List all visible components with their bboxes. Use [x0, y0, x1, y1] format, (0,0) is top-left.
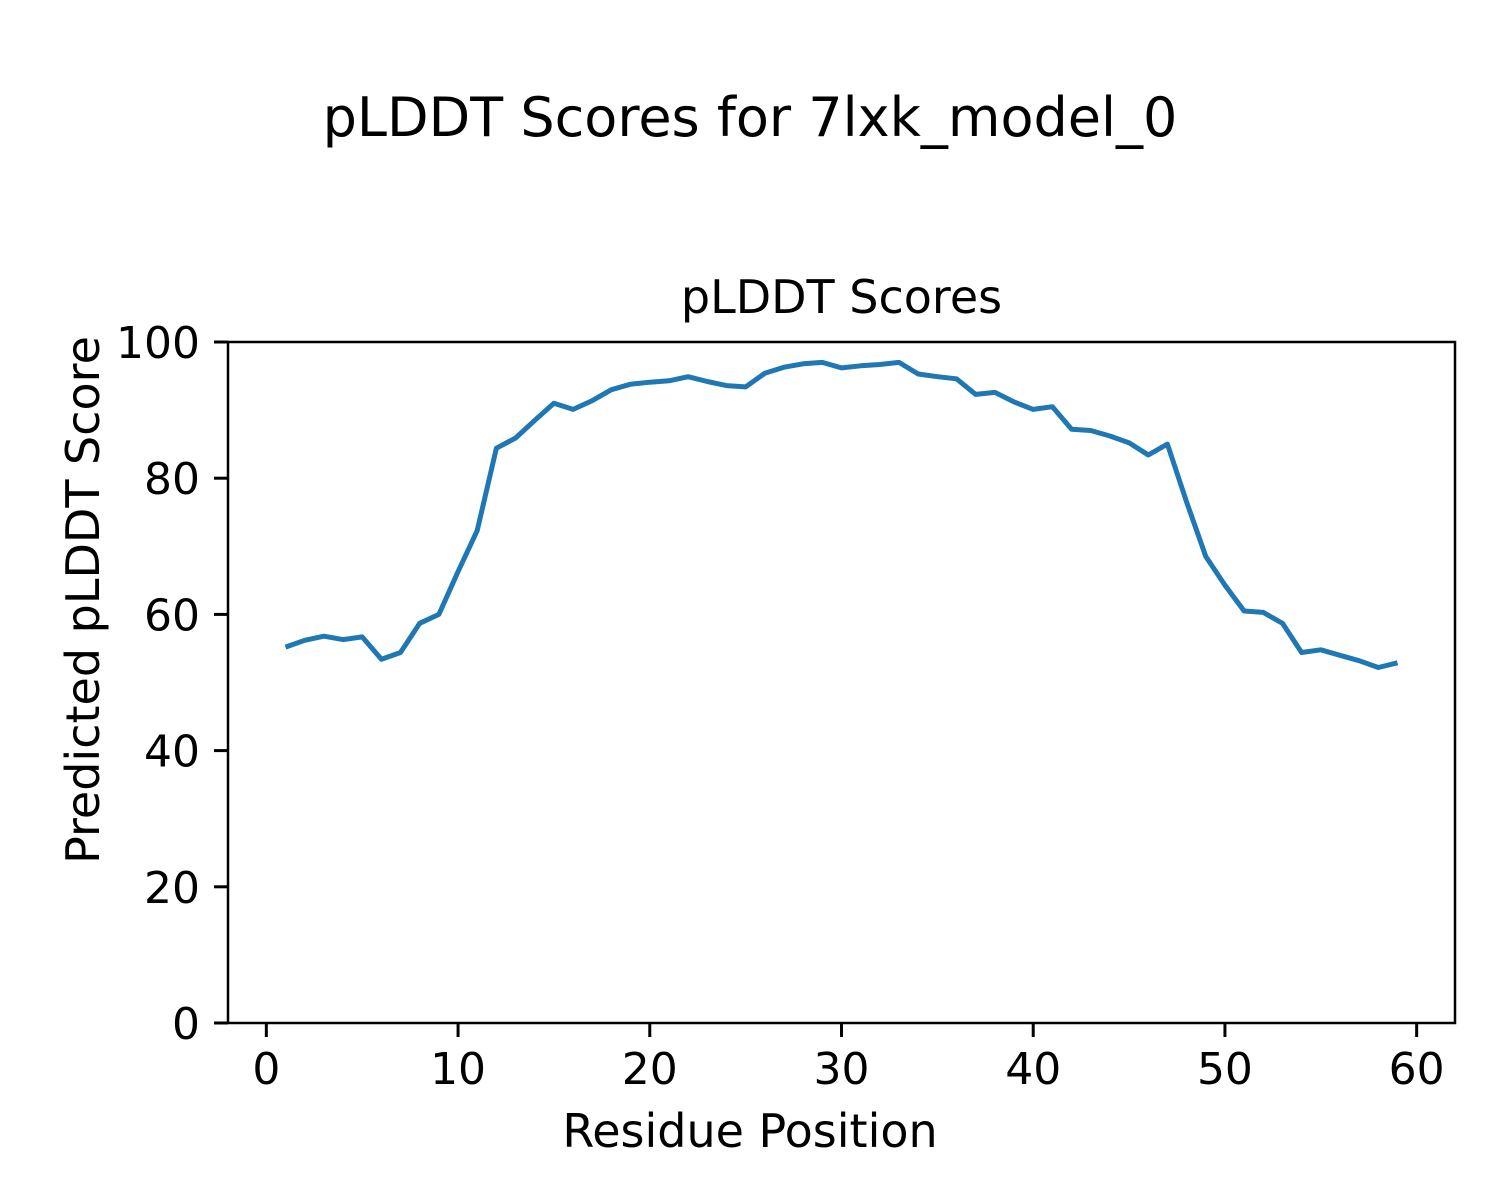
x-tick-label: 60 [1389, 1044, 1445, 1095]
y-tick-label: 20 [144, 863, 200, 914]
y-tick-label: 60 [144, 590, 200, 641]
x-tick-label: 50 [1197, 1044, 1253, 1095]
x-tick-label: 30 [814, 1044, 870, 1095]
axes-spines [226, 340, 1457, 1025]
axes-title: pLDDT Scores [680, 270, 1003, 324]
y-tick-label: 0 [172, 999, 200, 1050]
y-tick-label: 40 [144, 727, 200, 778]
x-tick-label: 40 [1005, 1044, 1061, 1095]
x-tick-label: 20 [622, 1044, 678, 1095]
figure-title: pLDDT Scores for 7lxk_model_0 [322, 86, 1178, 149]
y-tick-label: 100 [116, 318, 200, 369]
x-tick-label: 0 [252, 1044, 280, 1095]
y-tick-label: 80 [144, 454, 200, 505]
x-axis-label: Residue Position [562, 1104, 938, 1158]
x-tick-label: 10 [430, 1044, 486, 1095]
plddt-score-line [284, 359, 1399, 670]
